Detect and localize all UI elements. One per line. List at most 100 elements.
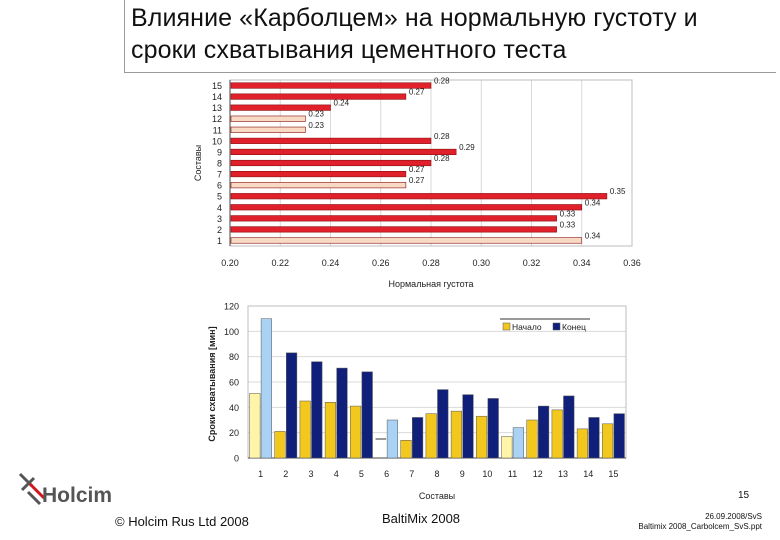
y-tick-label: 12: [212, 114, 222, 124]
bar: [230, 171, 407, 178]
bar-end: [437, 389, 449, 459]
x-tick-label: 8: [434, 469, 439, 479]
bar: [230, 148, 457, 156]
bar-start: [450, 410, 462, 459]
x-tick-label: 0.24: [322, 258, 340, 268]
legend-label: Начало: [512, 322, 542, 332]
data-label: 0.33: [560, 209, 576, 218]
x-tick-label: 15: [608, 469, 618, 479]
legend-swatch: [552, 322, 561, 331]
data-label: 0.27: [409, 176, 425, 185]
data-label: 0.34: [585, 231, 601, 240]
y-axis-title: Сроки схватывания [мин]: [207, 326, 217, 441]
bar-end: [311, 361, 323, 459]
y-tick-label: 80: [229, 352, 239, 362]
title-divider: [124, 72, 776, 73]
bar-end: [487, 398, 499, 459]
data-label: 0.28: [434, 132, 450, 141]
bar-start: [476, 415, 488, 459]
bar: [230, 159, 432, 167]
legend-label: Конец: [562, 322, 586, 332]
bar: [230, 137, 432, 144]
bar-start: [501, 436, 513, 459]
bar-end: [588, 417, 600, 459]
x-tick-label: 11: [508, 469, 517, 479]
y-tick-label: 1: [217, 236, 222, 246]
bar: [230, 237, 583, 244]
bar-end: [462, 394, 474, 459]
bar-start: [526, 419, 538, 459]
y-tick-label: 8: [217, 159, 222, 169]
slide-title-line1: Влияние «Карболцем» на нормальную густот…: [131, 4, 698, 32]
data-label: 0.23: [308, 110, 324, 119]
y-tick-label: 100: [224, 327, 239, 337]
bar-end: [512, 427, 524, 459]
bar-end: [538, 405, 550, 459]
bar-end: [563, 395, 575, 459]
bar-start: [324, 402, 336, 459]
holcim-logo-text: Holcim: [42, 484, 113, 507]
y-tick-label: 13: [212, 103, 222, 113]
y-tick-label: 10: [212, 136, 222, 146]
data-label: 0.24: [334, 99, 350, 108]
x-tick-label: 0.32: [523, 258, 541, 268]
x-tick-label: 7: [409, 469, 414, 479]
data-label: 0.33: [560, 220, 576, 229]
y-tick-label: 6: [217, 181, 222, 191]
bar: [230, 226, 557, 233]
bar: [230, 182, 407, 189]
x-tick-label: 1: [258, 469, 263, 479]
x-tick-label: 14: [583, 469, 593, 479]
bar-end: [260, 318, 272, 459]
legend-swatch: [502, 322, 511, 331]
page-number: 15: [738, 490, 750, 501]
bar-start: [425, 413, 437, 459]
y-axis-title: Составы: [193, 145, 203, 181]
y-tick-label: 2: [217, 225, 222, 235]
y-tick-label: 0: [234, 454, 239, 464]
data-label: 0.29: [459, 143, 475, 152]
x-tick-label: 5: [359, 469, 364, 479]
bar: [230, 93, 407, 100]
bar: [230, 204, 583, 211]
bar-end: [336, 367, 348, 459]
file-name-text: Baltimix 2008_Carbolcem_SvS.ppt: [638, 522, 762, 531]
y-tick-label: 14: [212, 92, 222, 102]
x-tick-label: 12: [533, 469, 543, 479]
y-tick-label: 20: [229, 428, 239, 438]
consistency-bar-chart: 0.20 0.22 0.24 0.26 0.28 0.30 0.32 0.34 0.36 1 0.3…: [193, 77, 641, 289]
x-tick-label: 3: [308, 469, 313, 479]
y-tick-label: 9: [217, 147, 222, 157]
holcim-logo: [14, 470, 124, 510]
data-label: 0.28: [434, 77, 450, 86]
holcim-logo-icon: [18, 472, 46, 506]
x-tick-label: 0.28: [422, 258, 440, 268]
y-tick-label: 120: [224, 302, 239, 312]
y-tick-label: 15: [212, 81, 222, 91]
bar: [230, 104, 331, 111]
slide-title: Влияние «Карболцем» на нормальную густот…: [131, 2, 776, 66]
y-tick-label: 40: [229, 403, 239, 413]
x-tick-label: 10: [482, 469, 492, 479]
bar-end: [386, 419, 398, 459]
bar: [230, 126, 306, 133]
bar-start: [400, 440, 412, 459]
bar-end: [613, 413, 625, 459]
bar-start: [551, 409, 563, 459]
bar: [230, 82, 432, 89]
x-tick-label: 0.30: [472, 258, 490, 268]
x-tick-label: 13: [558, 469, 568, 479]
bar-start: [602, 423, 614, 459]
bar-start: [576, 428, 588, 459]
y-tick-label: 3: [217, 214, 222, 224]
data-label: 0.27: [409, 88, 425, 97]
data-label: 0.27: [409, 165, 425, 174]
data-label: 0.28: [434, 154, 450, 163]
file-date-text: 26.09.2008/SvS: [705, 512, 762, 521]
x-tick-label: 0.22: [271, 258, 289, 268]
x-axis-title: Нормальная густота: [388, 279, 473, 289]
y-tick-label: 5: [217, 192, 222, 202]
data-label: 0.23: [308, 121, 324, 130]
bar-start: [249, 393, 261, 459]
bar: [230, 215, 557, 222]
